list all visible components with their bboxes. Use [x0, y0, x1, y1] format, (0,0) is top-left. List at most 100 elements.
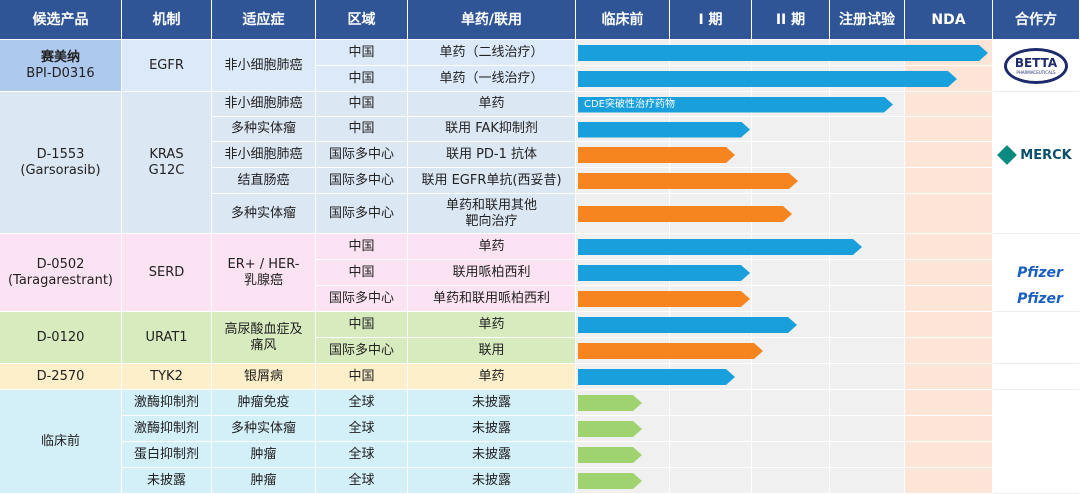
regimen-cell: 单药（二线治疗）	[408, 40, 576, 66]
partner-logo: BETTA PHARMACEUTICALS	[1004, 48, 1068, 84]
region-cell: 国际多中心	[316, 286, 408, 312]
merck-icon	[997, 145, 1018, 165]
regimen-cell: 单药和联用其他 靶向治疗	[408, 194, 576, 234]
partner-logo: MERCK	[994, 145, 1078, 165]
regimen-cell: 未披露	[408, 442, 576, 468]
phase-cell	[905, 312, 993, 338]
region-cell: 中国	[316, 364, 408, 390]
phase-cell	[905, 338, 993, 364]
mechanism-cell: SERD	[122, 234, 212, 312]
header-cell: I 期	[670, 0, 752, 40]
indication-cell: 非小细胞肺癌	[212, 92, 316, 117]
region-cell: 中国	[316, 260, 408, 286]
regimen-cell: 联用哌柏西利	[408, 260, 576, 286]
region-cell: 中国	[316, 234, 408, 260]
progress-arrow	[578, 239, 862, 255]
partner-cell	[993, 234, 1080, 312]
phase-cell	[752, 142, 830, 168]
phase-cell	[830, 142, 905, 168]
partner-name: MERCK	[1020, 147, 1072, 163]
mechanism-cell: 蛋白抑制剂	[122, 442, 212, 468]
progress-arrow	[578, 147, 735, 163]
indication-cell: 多种实体瘤	[212, 416, 316, 442]
region-cell: 中国	[316, 92, 408, 117]
phase-cell	[905, 468, 993, 494]
regimen-cell: 单药（一线治疗）	[408, 66, 576, 92]
product-name: (Garsorasib)	[20, 162, 101, 178]
header-cell: 机制	[122, 0, 212, 40]
partner-name: BETTA	[1014, 56, 1058, 70]
phase-cell	[905, 142, 993, 168]
region-cell: 全球	[316, 468, 408, 494]
phase-cell	[830, 194, 905, 234]
indication-cell: 多种实体瘤	[212, 117, 316, 142]
partner-cell	[993, 390, 1080, 494]
phase-cell	[670, 442, 752, 468]
header-cell: 合作方	[993, 0, 1080, 40]
indication-cell: 非小细胞肺癌	[212, 40, 316, 92]
phase-cell	[752, 117, 830, 142]
product-name: D-0502	[36, 256, 85, 272]
header-cell: 注册试验	[830, 0, 905, 40]
product-name: (Taragarestrant)	[7, 272, 113, 288]
product-name: 临床前	[40, 433, 80, 449]
phase-cell	[830, 416, 905, 442]
phase-cell	[752, 390, 830, 416]
phase-cell	[830, 286, 905, 312]
phase-cell	[830, 468, 905, 494]
mechanism-cell: EGFR	[122, 40, 212, 92]
regimen-cell: 联用 EGFR单抗(西妥昔)	[408, 168, 576, 194]
mechanism-cell: TYK2	[122, 364, 212, 390]
phase-cell	[830, 390, 905, 416]
header-cell: NDA	[905, 0, 993, 40]
phase-cell	[905, 286, 993, 312]
indication-cell: 肿瘤免疫	[212, 390, 316, 416]
product-name: 赛美纳	[40, 49, 80, 65]
regimen-cell: 单药	[408, 234, 576, 260]
phase-cell	[830, 312, 905, 338]
progress-arrow	[578, 71, 957, 87]
phase-cell	[752, 416, 830, 442]
progress-arrow	[578, 265, 750, 281]
product-name: D-0120	[36, 329, 85, 345]
phase-cell	[905, 234, 993, 260]
phase-cell	[830, 442, 905, 468]
region-cell: 国际多中心	[316, 194, 408, 234]
progress-arrow	[578, 343, 763, 359]
mechanism-cell: 未披露	[122, 468, 212, 494]
phase-cell	[830, 117, 905, 142]
progress-arrow	[578, 173, 798, 189]
phase-cell	[905, 416, 993, 442]
product-name: D-2570	[36, 368, 85, 384]
product-name: D-1553	[36, 146, 85, 162]
partner-cell	[993, 364, 1080, 390]
region-cell: 全球	[316, 390, 408, 416]
mechanism-cell: 激酶抑制剂	[122, 390, 212, 416]
mechanism-cell: URAT1	[122, 312, 212, 364]
header-cell: 区域	[316, 0, 408, 40]
region-cell: 中国	[316, 40, 408, 66]
regimen-cell: 未披露	[408, 468, 576, 494]
phase-cell	[830, 338, 905, 364]
header-cell: 适应症	[212, 0, 316, 40]
phase-cell	[905, 442, 993, 468]
progress-arrow	[578, 317, 797, 333]
product-cell: D-0502 (Taragarestrant)	[0, 234, 122, 312]
indication-cell: 多种实体瘤	[212, 194, 316, 234]
indication-cell: ER+ / HER- 乳腺癌	[212, 234, 316, 312]
progress-arrow	[578, 206, 792, 222]
progress-arrow	[578, 291, 750, 307]
product-cell: D-1553 (Garsorasib)	[0, 92, 122, 234]
progress-arrow	[578, 45, 988, 61]
phase-cell	[752, 442, 830, 468]
product-cell: 临床前	[0, 390, 122, 494]
indication-cell: 高尿酸血症及 痛风	[212, 312, 316, 364]
progress-arrow: CDE突破性治疗药物	[578, 97, 893, 113]
progress-arrow	[578, 369, 735, 385]
regimen-cell: 未披露	[408, 416, 576, 442]
region-cell: 中国	[316, 117, 408, 142]
product-name: BPI-D0316	[26, 65, 95, 81]
header-cell: 临床前	[576, 0, 670, 40]
product-cell: D-0120	[0, 312, 122, 364]
